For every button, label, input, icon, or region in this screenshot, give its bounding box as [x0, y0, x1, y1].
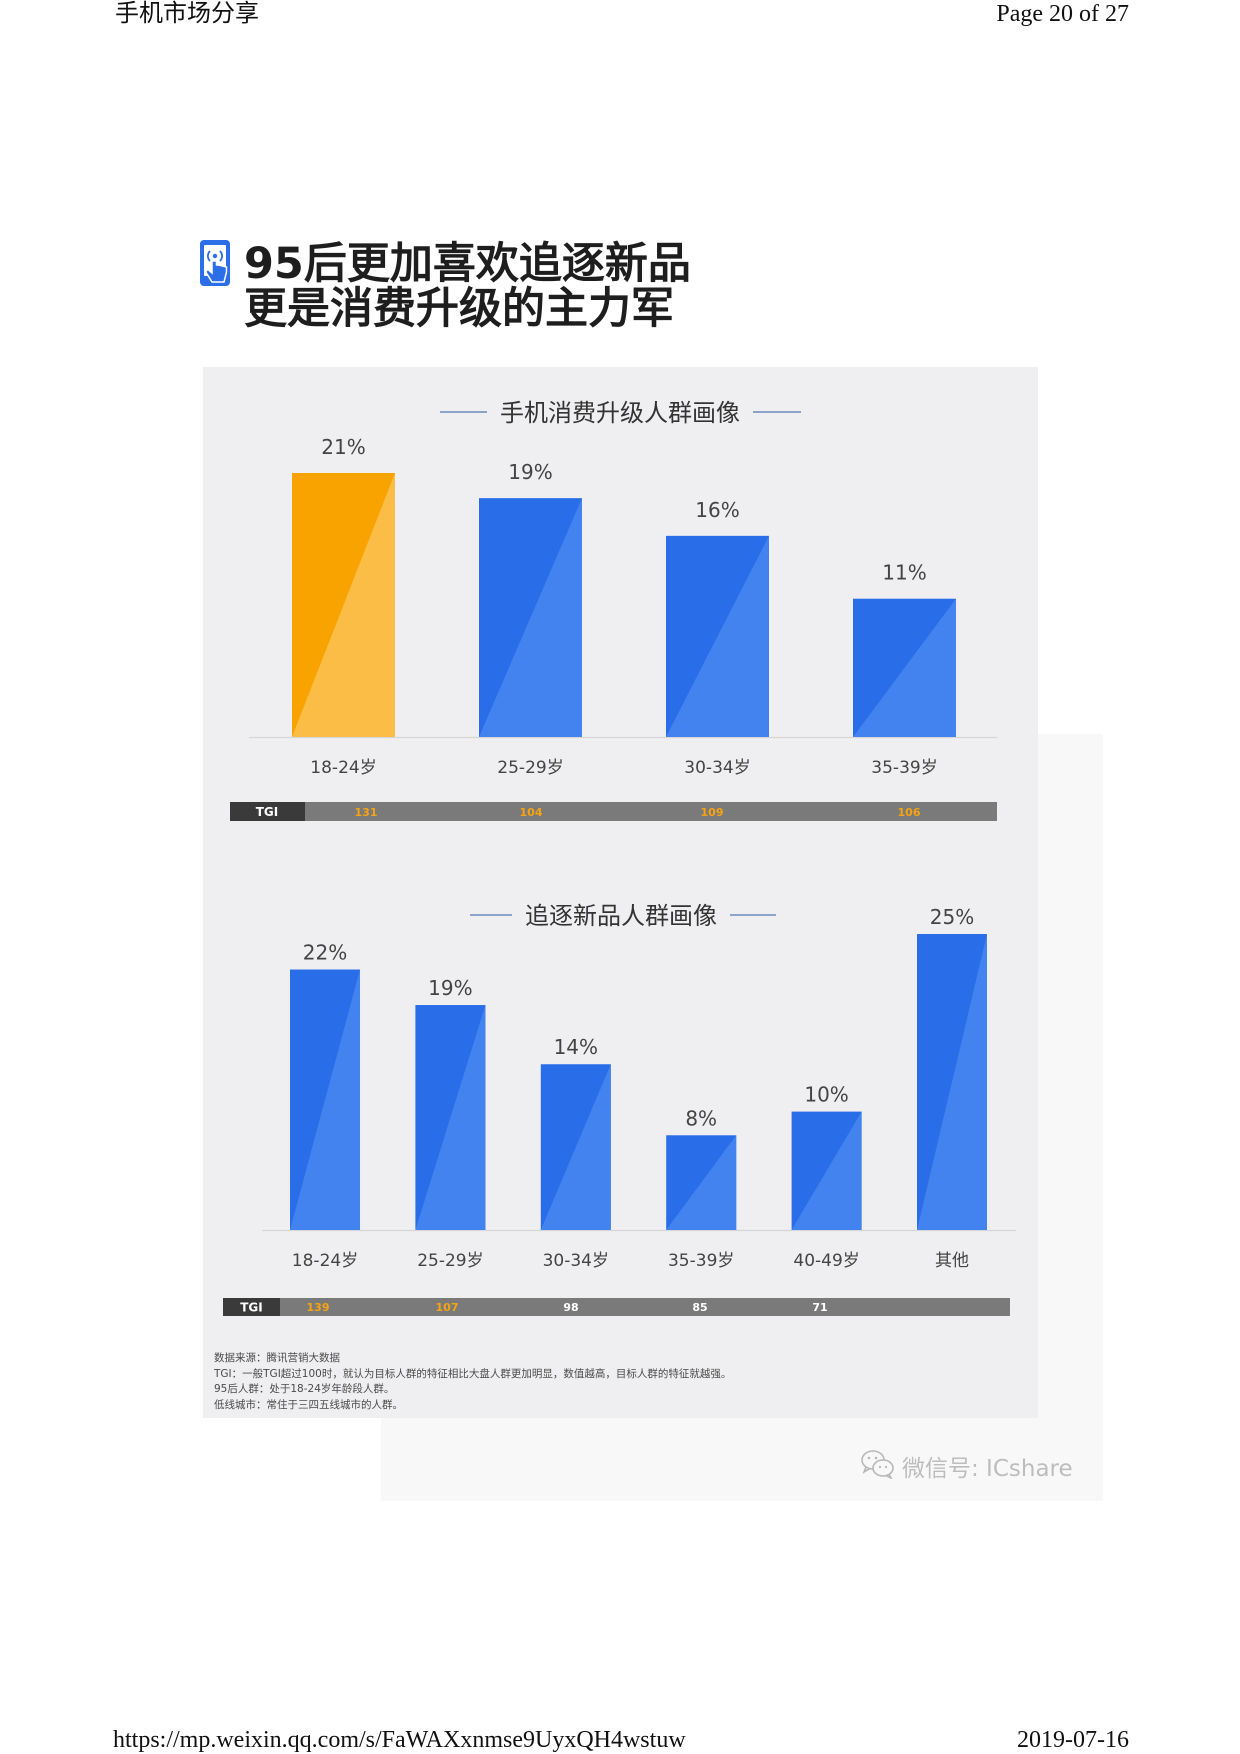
novelty-tgi-value: 85 — [692, 1301, 707, 1314]
novelty-bar-30-34 — [540, 1064, 611, 1230]
bars-group: 22% 18-24岁 19% 25-29岁 14% 30-34岁 8% 35-39岁 10% 40… — [290, 905, 987, 1271]
chart-novelty-seekers: 追逐新品人群画像 22% 18-24岁 19% 25-29岁 14% 30-34岁 8% 35… — [223, 902, 1016, 1316]
footnote-tgi: TGI：一般TGI超过100时，就认为目标人群的特征相比大盘人群更加明显，数值越… — [214, 1367, 732, 1380]
novelty-value-label: 22% — [303, 941, 347, 965]
phone-touch-icon — [199, 239, 233, 290]
novelty-category-label: 其他 — [935, 1251, 969, 1271]
novelty-tgi-value: 98 — [563, 1301, 578, 1314]
novelty-bar-other-shade — [917, 934, 987, 1230]
upgrade-bar-18-24 — [292, 473, 395, 737]
novelty-tgi-value: 107 — [436, 1301, 459, 1314]
novelty-value-label: 19% — [428, 976, 472, 1000]
novelty-category-label: 25-29岁 — [417, 1251, 483, 1271]
upgrade-bar-35-39 — [853, 598, 956, 737]
upgrade-category-label: 18-24岁 — [310, 758, 376, 778]
tgi-label-box — [230, 802, 305, 821]
upgrade-bar-18-24-shade — [292, 473, 395, 737]
chart-title: 追逐新品人群画像 — [525, 902, 717, 930]
heading-line-1: 95后更加喜欢追逐新品 — [244, 239, 691, 289]
upgrade-value-label: 16% — [695, 498, 739, 522]
upgrade-tgi-value: 104 — [520, 806, 543, 819]
novelty-bar-40-49 — [791, 1111, 862, 1230]
footnote-source: 数据来源：腾讯营销大数据 — [214, 1352, 340, 1364]
tgi-label: TGI — [256, 805, 279, 819]
upgrade-bar-30-34 — [666, 535, 769, 737]
novelty-value-label: 14% — [554, 1035, 598, 1059]
novelty-bar-35-39 — [666, 1135, 737, 1230]
novelty-bar-18-24-shade — [290, 969, 360, 1230]
header-title: 手机市场分享 — [115, 1, 259, 27]
novelty-category-label: 18-24岁 — [292, 1251, 358, 1271]
tgi-row-bar — [230, 802, 997, 821]
upgrade-tgi-value: 131 — [355, 806, 378, 819]
bars-group: 21% 18-24岁 19% 25-29岁 16% 30-34岁 11% 35-39岁 — [292, 435, 956, 778]
novelty-bar-25-29 — [415, 1005, 486, 1230]
upgrade-bar-30-34-shade — [666, 535, 769, 737]
chart-phone-upgrade: 手机消费升级人群画像 21% 18-24岁 19% 25-29岁 16% 30-34岁 11… — [230, 399, 997, 821]
novelty-bar-40-49-shade — [791, 1111, 862, 1230]
heading-line-2: 更是消费升级的主力军 — [244, 284, 674, 334]
wechat-icon — [860, 1449, 896, 1483]
tgi-values-group: 131 104 109 106 — [355, 806, 921, 819]
novelty-category-label: 35-39岁 — [668, 1251, 734, 1271]
chart-title: 手机消费升级人群画像 — [500, 399, 740, 427]
upgrade-category-label: 35-39岁 — [871, 758, 937, 778]
upgrade-bar-35-39-shade — [853, 598, 956, 737]
novelty-bar-25-29-shade — [415, 1005, 486, 1230]
page-number: Page 20 of 27 — [996, 1, 1129, 27]
novelty-value-label: 8% — [685, 1106, 717, 1130]
footnote-95s: 95后人群：处于18-24岁年龄段人群。 — [214, 1383, 395, 1396]
novelty-tgi-value: 71 — [812, 1301, 827, 1314]
upgrade-value-label: 11% — [882, 561, 926, 585]
novelty-bar-35-39-shade — [666, 1135, 737, 1230]
upgrade-tgi-value: 106 — [898, 806, 921, 819]
upgrade-bar-25-29 — [479, 498, 582, 737]
upgrade-category-label: 25-29岁 — [497, 758, 563, 778]
upgrade-bar-25-29-shade — [479, 498, 582, 737]
tgi-label-box — [223, 1298, 280, 1316]
novelty-bar-30-34-shade — [540, 1064, 611, 1230]
novelty-value-label: 10% — [804, 1083, 848, 1107]
tgi-row-bar — [223, 1298, 1010, 1316]
novelty-tgi-value: 139 — [307, 1301, 330, 1314]
novelty-value-label: 25% — [930, 905, 974, 929]
watermark: 微信号: ICshare — [860, 1449, 1073, 1483]
upgrade-value-label: 21% — [321, 435, 365, 459]
upgrade-category-label: 30-34岁 — [684, 758, 750, 778]
watermark-text: 微信号: ICshare — [902, 1456, 1073, 1482]
article-heading: 95后更加喜欢追逐新品 更是消费升级的主力军 — [244, 242, 691, 332]
footer-url: https://mp.weixin.qq.com/s/FaWAXxnmse9Uy… — [113, 1727, 686, 1753]
footer-date: 2019-07-16 — [1017, 1727, 1129, 1753]
footnote-low-tier-cities: 低线城市：常住于三四五线城市的人群。 — [214, 1398, 403, 1411]
footnotes: 数据来源：腾讯营销大数据 TGI：一般TGI超过100时，就认为目标人群的特征相… — [214, 1351, 731, 1413]
novelty-category-label: 30-34岁 — [543, 1251, 609, 1271]
novelty-bar-18-24 — [290, 969, 360, 1230]
upgrade-value-label: 19% — [508, 460, 552, 484]
tgi-label: TGI — [240, 1301, 263, 1315]
novelty-category-label: 40-49岁 — [793, 1251, 859, 1271]
novelty-bar-other — [917, 934, 987, 1230]
upgrade-tgi-value: 109 — [701, 806, 724, 819]
tgi-values-group: 139 107 98 85 71 — [307, 1301, 828, 1314]
